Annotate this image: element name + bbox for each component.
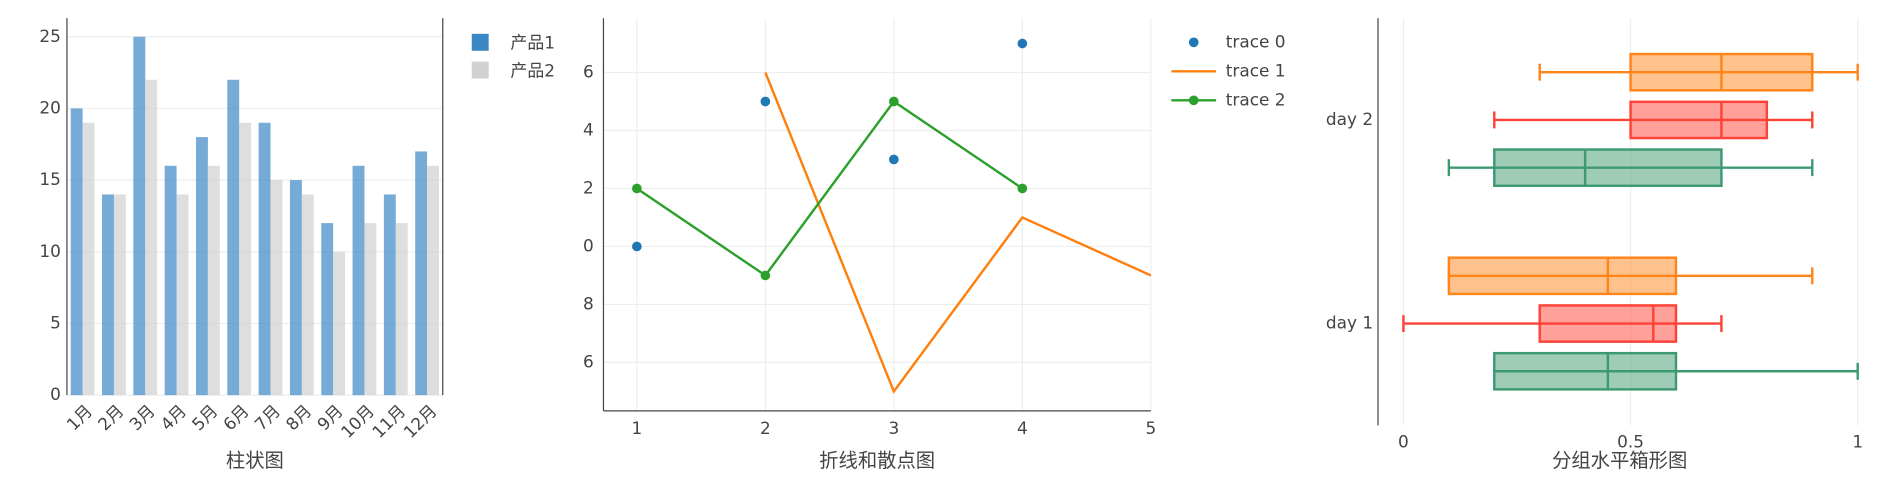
y-tick-label: 4 [583, 119, 594, 139]
bar [195, 137, 208, 396]
box [1538, 304, 1678, 343]
line [636, 99, 1024, 278]
line [764, 72, 1152, 394]
x-tick-label: 3月 [125, 401, 159, 435]
bar [321, 223, 334, 396]
x-tick-label: 4月 [156, 401, 190, 435]
legend-label: trace 0 [1226, 31, 1286, 51]
point [1017, 183, 1028, 194]
bar [207, 165, 220, 396]
point [632, 183, 642, 194]
x-tick-label: 6月 [219, 401, 253, 435]
x-tick-label: 8月 [282, 401, 316, 435]
y-tick-label: 8 [583, 293, 594, 313]
point [760, 270, 771, 281]
box [1493, 351, 1678, 391]
bar [427, 165, 439, 396]
bar [333, 251, 346, 396]
y-tick-label: 20 [39, 97, 61, 117]
legend-marker [1188, 95, 1199, 106]
bar [383, 194, 396, 396]
x-tick-label: 5月 [188, 401, 222, 435]
point [889, 96, 899, 107]
legend-label: trace 1 [1226, 60, 1286, 80]
x-tick-label: 7月 [250, 401, 284, 435]
bar [301, 194, 314, 396]
bar [70, 108, 83, 396]
box [1447, 256, 1678, 296]
y-tick-label: 15 [39, 169, 61, 189]
legend-swatch [471, 33, 489, 51]
bar [102, 194, 114, 396]
x-tick-label: 4 [1017, 418, 1028, 438]
legend-label: 产品2 [510, 60, 555, 80]
bar [176, 194, 189, 396]
x-tick-label: 10月 [337, 401, 378, 442]
y-tick-label: 6 [583, 351, 594, 371]
x-tick-label: 1 [1852, 431, 1863, 451]
box [1629, 100, 1769, 140]
y-tick-label: 0 [583, 235, 594, 255]
legend-label: trace 2 [1226, 89, 1286, 109]
x-tick-label: 2 [760, 418, 771, 438]
bar [352, 165, 365, 396]
x-tick-label: 1月 [63, 401, 97, 435]
x-axis-title: 分组水平箱形图 [1552, 449, 1687, 472]
bar [270, 180, 283, 396]
x-tick-label: 0.5 [1617, 431, 1644, 451]
y-tick-label: 0 [50, 384, 61, 404]
y-tick-label: 5 [50, 312, 61, 332]
legend-swatch [471, 61, 489, 79]
bar [395, 223, 408, 396]
point [1017, 38, 1028, 49]
x-tick-label: 2月 [94, 401, 128, 435]
point [889, 154, 899, 165]
x-tick-label: 1 [631, 418, 642, 438]
bar [289, 180, 302, 396]
bar [239, 122, 252, 396]
y-tick-label: 25 [39, 26, 61, 46]
legend-label: 产品1 [510, 33, 555, 53]
bar [133, 36, 146, 396]
x-tick-label: 11月 [368, 401, 409, 442]
box [1493, 148, 1723, 187]
x-axis-title: 柱状图 [226, 449, 284, 472]
bar [227, 79, 240, 396]
y-tick-label: day 1 [1326, 313, 1373, 333]
x-tick-label: 3 [888, 418, 899, 438]
point [760, 96, 771, 107]
bar [145, 79, 158, 396]
y-tick-label: 10 [39, 241, 61, 261]
bar [82, 122, 95, 396]
y-tick-label: 6 [583, 61, 594, 81]
point [632, 241, 642, 252]
bar [415, 151, 428, 396]
legend-marker [1188, 37, 1199, 48]
bar [164, 165, 177, 396]
bar [113, 194, 126, 396]
x-tick-label: 12月 [399, 401, 440, 442]
bar [364, 223, 377, 396]
bar [258, 122, 271, 396]
x-axis-title: 折线和散点图 [819, 449, 935, 472]
y-tick-label: day 2 [1326, 109, 1373, 129]
y-tick-label: 2 [583, 177, 594, 197]
x-tick-label: 5 [1145, 418, 1156, 438]
x-tick-label: 0 [1398, 431, 1409, 451]
